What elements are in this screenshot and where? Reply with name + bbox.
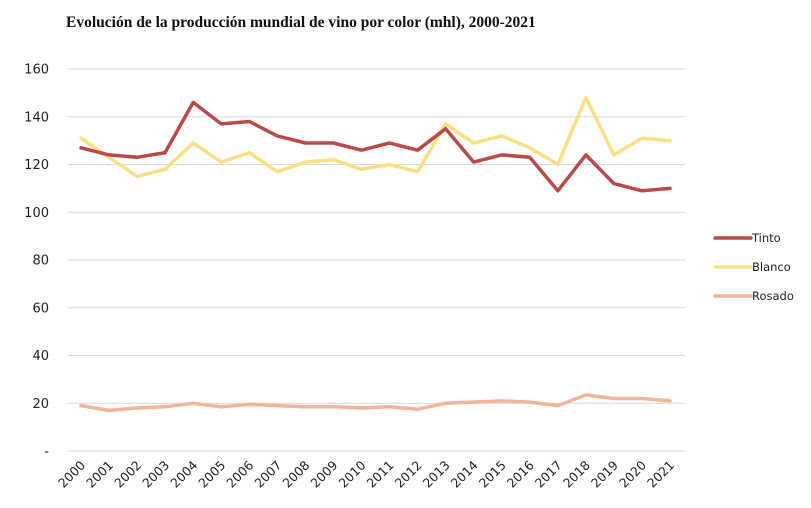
x-tick-label: 2004 [167,457,200,490]
y-axis-ticks: - 20 40 60 80 100 120 140 160 [24,63,49,460]
x-tick-label: 2011 [364,458,397,491]
x-tick-label: 2013 [420,458,453,491]
x-tick-label: 2002 [111,458,144,491]
x-tick-label: 2018 [560,457,593,490]
x-tick-label: 2000 [55,457,88,490]
y-tick-label: 160 [24,63,49,78]
x-tick-label: 2009 [307,457,340,490]
x-tick-label: 2006 [223,457,256,490]
x-tick-label: 2001 [83,458,116,491]
chart-title: Evolución de la producción mundial de vi… [66,14,536,31]
x-tick-label: 2003 [139,458,172,491]
series-lines [79,95,672,413]
series-line-tinto [79,100,672,193]
y-tick-label: 80 [32,254,49,269]
x-tick-label: 2008 [279,457,312,490]
y-tick-label: 120 [24,158,49,173]
y-tick-label: 20 [32,397,49,412]
y-tick-label: 100 [24,206,49,221]
x-tick-label: 2021 [644,458,677,491]
x-tick-label: 2016 [504,457,537,490]
legend: Tinto Blanco Rosado [713,231,794,303]
y-tick-label: 40 [32,349,49,364]
y-tick-label: 60 [32,301,49,316]
x-tick-label: 2005 [195,458,228,491]
legend-label-blanco: Blanco [752,260,791,274]
x-tick-label: 2007 [251,458,284,491]
legend-label-tinto: Tinto [751,231,781,245]
x-tick-label: 2020 [616,457,649,490]
y-tick-label: - [44,445,49,460]
x-axis-ticks: 2000200120022003200420052006200720082009… [55,457,677,490]
legend-label-rosado: Rosado [752,289,794,303]
x-tick-label: 2012 [392,458,425,491]
gridlines [68,68,685,452]
series-line-rosado [79,393,672,413]
x-tick-label: 2010 [335,457,368,490]
series-line-blanco [79,95,672,179]
x-tick-label: 2015 [476,458,509,491]
x-tick-label: 2014 [448,457,481,490]
y-tick-label: 140 [24,110,49,125]
x-tick-label: 2019 [588,457,621,490]
x-tick-label: 2017 [532,458,565,491]
